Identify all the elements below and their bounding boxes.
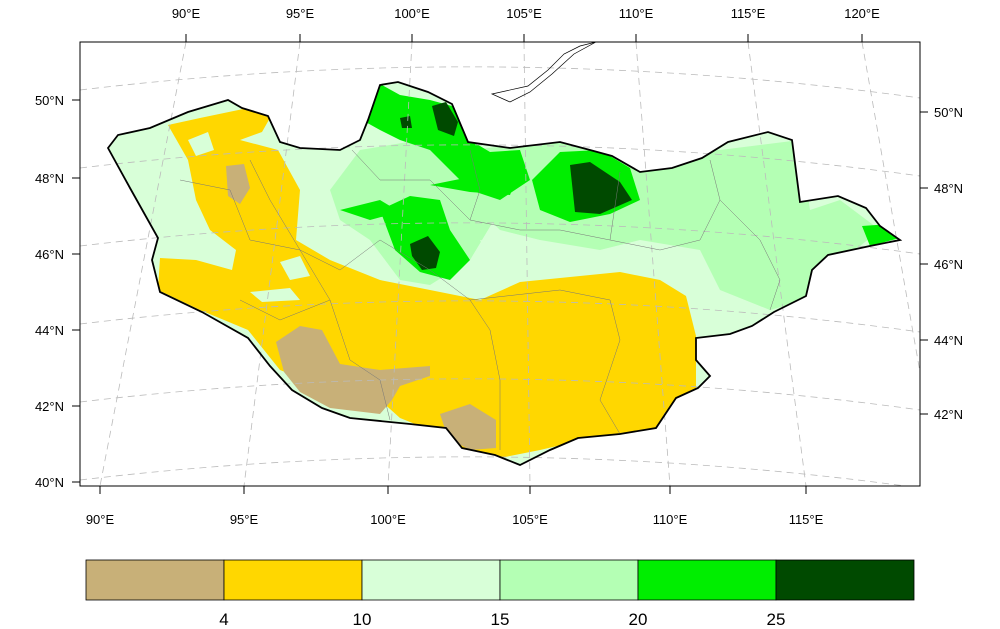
bottom-lon-label: 110°E: [653, 512, 688, 527]
colorbar-label: 10: [353, 610, 372, 629]
bottom-lon-label: 90°E: [86, 512, 115, 527]
left-lat-label: 48°N: [35, 171, 64, 186]
map-area: [80, 42, 920, 486]
bottom-lon-label: 100°E: [370, 512, 406, 527]
left-lat-label: 42°N: [35, 399, 64, 414]
right-latitude-labels: 50°N 48°N 46°N 44°N 42°N: [934, 105, 963, 422]
colorbar-swatch: [637, 559, 777, 601]
colorbar-label: 20: [629, 610, 648, 629]
right-lat-label: 48°N: [934, 181, 963, 196]
left-lat-label: 40°N: [35, 475, 64, 490]
province-boundaries: [179, 149, 781, 450]
colorbar-swatch: [775, 559, 915, 601]
top-lon-label: 100°E: [394, 6, 430, 21]
country-border: [106, 81, 903, 466]
bottom-lon-label: 105°E: [512, 512, 548, 527]
top-lon-label: 110°E: [619, 6, 654, 21]
top-lon-label: 90°E: [172, 6, 201, 21]
left-lat-label: 44°N: [35, 323, 64, 338]
lake-outline: [490, 42, 597, 103]
right-lat-label: 50°N: [934, 105, 963, 120]
graticule: [80, 42, 920, 486]
right-lat-label: 44°N: [934, 333, 963, 348]
colorbar-swatch: [361, 559, 501, 601]
left-latitude-labels: 50°N 48°N 46°N 44°N 42°N 40°N: [35, 93, 64, 490]
right-lat-label: 42°N: [934, 407, 963, 422]
bottom-lon-label: 95°E: [230, 512, 259, 527]
bottom-lon-label: 115°E: [789, 512, 824, 527]
bottom-longitude-labels: 90°E 95°E 100°E 105°E 110°E 115°E: [86, 512, 824, 527]
top-longitude-labels: 90°E 95°E 100°E 105°E 110°E 115°E 120°E: [172, 6, 880, 21]
colorbar-swatch: [85, 559, 225, 601]
left-lat-label: 46°N: [35, 247, 64, 262]
top-lon-label: 95°E: [286, 6, 315, 21]
top-lon-label: 105°E: [506, 6, 542, 21]
colorbar-swatch: [223, 559, 363, 601]
left-lat-label: 50°N: [35, 93, 64, 108]
tick-marks: [72, 34, 928, 494]
colorbar-label: 4: [219, 610, 228, 629]
top-lon-label: 120°E: [844, 6, 880, 21]
colorbar-label: 25: [767, 610, 786, 629]
top-lon-label: 115°E: [731, 6, 766, 21]
colorbar: 4 10 15 20 25: [85, 559, 915, 629]
colorbar-swatch: [499, 559, 639, 601]
colorbar-label: 15: [491, 610, 510, 629]
right-lat-label: 46°N: [934, 257, 963, 272]
